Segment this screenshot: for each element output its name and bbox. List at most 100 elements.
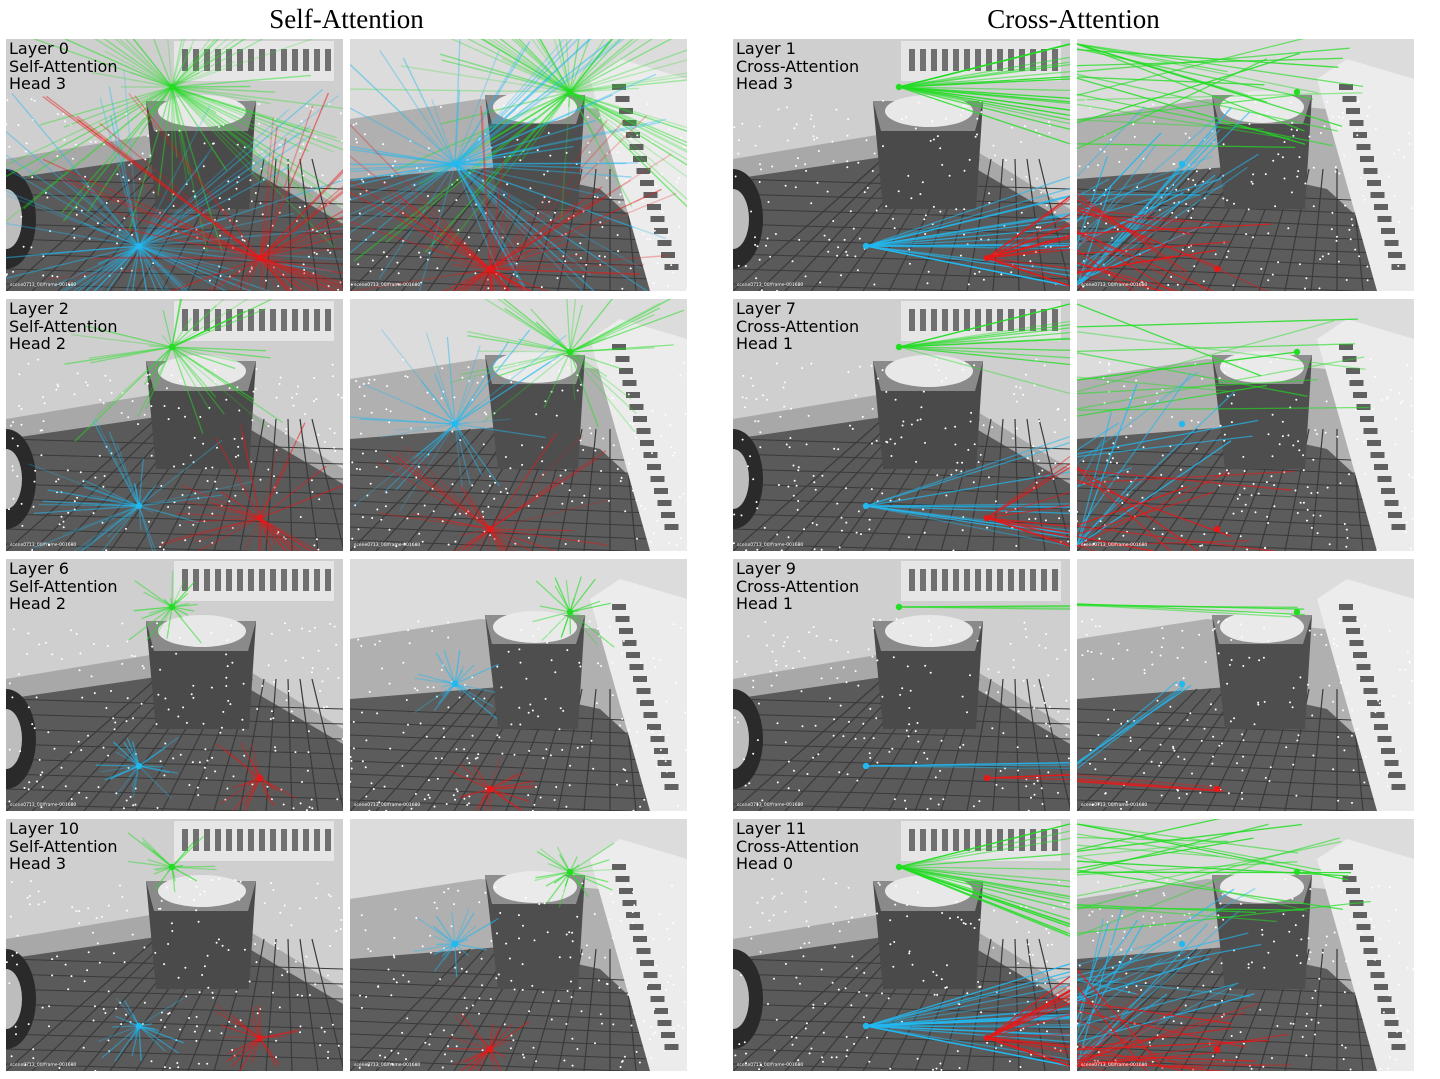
panel-label-type: Self-Attention: [9, 316, 118, 336]
keypoint-grid: [351, 358, 687, 548]
query-points: [862, 603, 991, 782]
panel-label-type: Cross-Attention: [736, 836, 860, 856]
keypoint-grid: [358, 882, 686, 1069]
panel-label-head: Head 2: [9, 594, 67, 613]
frame-caption: scene0713_00/frame-001680: [10, 283, 77, 288]
panel-label: Layer 0 Self-Attention Head 3: [9, 40, 117, 93]
attention-lines: [350, 39, 687, 291]
query-points: [451, 88, 574, 273]
frame-caption: scene0713_00/frame-001680: [737, 803, 804, 808]
query-points: [1178, 868, 1301, 1053]
attention-panel: scene0713_00/frame-001680 scene0713_00/fr…: [6, 819, 687, 1071]
attention-lines: [1077, 819, 1371, 1071]
attention-panel: scene0713_00/frame-001680 scene0713_00/fr…: [6, 299, 687, 551]
target-image: scene0713_00/frame-001680: [1077, 559, 1414, 811]
scene-background: [1077, 559, 1414, 811]
panel-label: Layer 2 Self-Attention Head 2: [9, 300, 117, 353]
source-image: scene0713_00/frame-001680: [6, 299, 343, 551]
source-image: scene0713_00/frame-001680: [733, 559, 1070, 811]
attention-visualization: [6, 39, 343, 291]
frame-caption: scene0713_00/frame-001680: [354, 803, 421, 808]
panel-label-layer: Layer 10: [9, 819, 80, 838]
query-points: [135, 83, 264, 262]
panel-label-type: Self-Attention: [9, 56, 118, 76]
target-image: scene0713_00/frame-001680: [350, 819, 687, 1071]
frame-caption: scene0713_00/frame-001680: [1081, 543, 1148, 548]
attention-visualization: [1077, 39, 1414, 291]
scene-background: [6, 39, 343, 291]
query-points: [1178, 88, 1301, 273]
query-points: [135, 343, 264, 522]
attention-lines: [28, 299, 343, 551]
source-image: scene0713_00/frame-001680: [6, 819, 343, 1071]
keypoint-grid: [1077, 358, 1414, 551]
target-image: scene0713_00/frame-001680: [1077, 299, 1414, 551]
frame-caption: scene0713_00/frame-001680: [10, 803, 77, 808]
keypoint-grid: [8, 622, 343, 811]
target-image: scene0713_00/frame-001680: [1077, 819, 1414, 1071]
query-points: [1178, 348, 1301, 533]
keypoint-grid: [6, 878, 343, 1071]
panel-label-head: Head 2: [9, 334, 67, 353]
column-title-self-attention: Self-Attention: [269, 4, 424, 34]
source-image: scene0713_00/frame-001680: [733, 299, 1070, 551]
scene-background: [350, 559, 687, 811]
attention-visualization: [1077, 819, 1414, 1071]
frame-caption: scene0713_00/frame-001680: [737, 543, 804, 548]
panel-label-layer: Layer 9: [736, 559, 796, 578]
query-points: [135, 603, 264, 782]
keypoint-grid: [1081, 618, 1413, 810]
keypoint-grid: [350, 98, 687, 291]
attention-visualization: [1077, 559, 1414, 811]
query-points: [135, 863, 264, 1042]
panel-label-head: Head 1: [736, 594, 794, 613]
attention-visualization: [1077, 299, 1414, 551]
frame-caption: scene0713_00/frame-001680: [737, 283, 804, 288]
query-points: [451, 348, 574, 533]
attention-lines: [6, 39, 343, 291]
attention-visualization: [350, 299, 687, 551]
panel-label-type: Self-Attention: [9, 836, 118, 856]
attention-visualization: [733, 819, 1070, 1071]
attention-visualization: [350, 39, 687, 291]
attention-lines: [1077, 39, 1364, 291]
panel-label: Layer 1 Cross-Attention Head 3: [736, 40, 859, 93]
attention-panel: scene0713_00/frame-001680 scene0713_00/fr…: [733, 559, 1414, 811]
keypoint-grid: [734, 618, 1070, 811]
panel-label-layer: Layer 6: [9, 559, 69, 578]
frame-caption: scene0713_00/frame-001680: [1081, 283, 1148, 288]
frame-caption: scene0713_00/frame-001680: [737, 1063, 804, 1068]
panel-label: Layer 7 Cross-Attention Head 1: [736, 300, 859, 353]
attention-lines: [865, 303, 1070, 547]
attention-visualization: [6, 819, 343, 1071]
panel-label-head: Head 0: [736, 854, 794, 873]
attention-visualization: [350, 819, 687, 1071]
query-points: [862, 863, 991, 1042]
source-image: scene0713_00/frame-001680: [733, 819, 1070, 1071]
panel-label: Layer 10 Self-Attention Head 3: [9, 820, 117, 873]
attention-lines: [865, 823, 1070, 1067]
attention-visualization: [733, 559, 1070, 811]
keypoint-grid: [733, 358, 1070, 551]
target-image: scene0713_00/frame-001680: [1077, 39, 1414, 291]
attention-panel: scene0713_00/frame-001680 scene0713_00/fr…: [733, 819, 1414, 1071]
scene-background: [6, 299, 343, 551]
query-points: [862, 83, 991, 262]
panel-label-type: Cross-Attention: [736, 56, 860, 76]
attention-lines: [1077, 303, 1370, 551]
attention-visualization: [733, 299, 1070, 551]
scene-background: [1077, 299, 1414, 551]
panel-label-type: Cross-Attention: [736, 576, 860, 596]
attention-panel: scene0713_00/frame-001680 scene0713_00/fr…: [6, 39, 687, 291]
frame-caption: scene0713_00/frame-001680: [1081, 1063, 1148, 1068]
attention-panel: scene0713_00/frame-001680 scene0713_00/fr…: [733, 39, 1414, 291]
keypoint-grid: [1077, 878, 1414, 1071]
target-image: scene0713_00/frame-001680: [350, 559, 687, 811]
scene-background: [350, 819, 687, 1071]
attention-panel: scene0713_00/frame-001680 scene0713_00/fr…: [733, 299, 1414, 551]
source-image: scene0713_00/frame-001680: [6, 559, 343, 811]
query-points: [451, 608, 574, 793]
frame-caption: scene0713_00/frame-001680: [10, 543, 77, 548]
attention-panel: scene0713_00/frame-001680 scene0713_00/fr…: [6, 559, 687, 811]
keypoint-grid: [350, 620, 687, 811]
